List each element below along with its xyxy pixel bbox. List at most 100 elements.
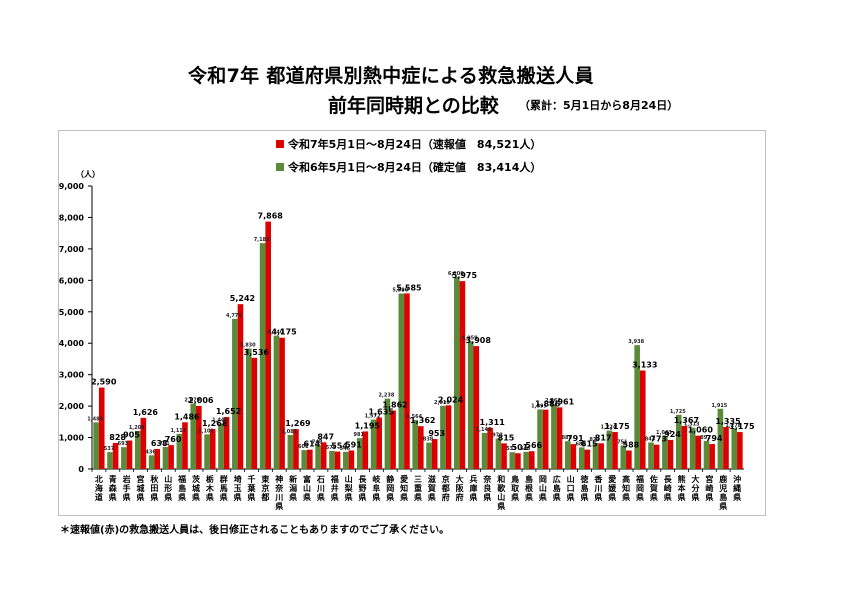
- value-label-2025: 1,362: [410, 416, 435, 425]
- bar-2025: [473, 346, 479, 469]
- bar-2025: [279, 338, 285, 469]
- category-labels: 北海道青森県岩手県宮城県秋田県山形県福島県茨城県栃木県群馬県埼玉県千葉県東京都神…: [95, 474, 741, 511]
- category-label: 茨城県: [192, 474, 200, 502]
- bar-2024: [579, 447, 585, 469]
- category-label: 秋田県: [149, 474, 159, 502]
- category-label: 石川県: [316, 475, 325, 502]
- bar-2025: [307, 450, 313, 469]
- value-label-2025: 817: [595, 433, 612, 442]
- category-label: 山形県: [164, 474, 172, 502]
- category-label: 山口県: [567, 474, 575, 502]
- bar-2025: [265, 222, 271, 469]
- bar-2024: [315, 445, 321, 469]
- bar-2025: [682, 426, 688, 469]
- bar-2025: [349, 450, 355, 469]
- value-label-2024: 7,183: [254, 237, 270, 243]
- bar-2024: [551, 404, 557, 469]
- value-label-2025: 2,006: [188, 396, 214, 405]
- value-label-2025: 5,585: [396, 283, 422, 292]
- bar-2025: [210, 429, 216, 469]
- bar-2024: [523, 452, 529, 469]
- category-label: 鹿児島県: [718, 474, 727, 511]
- bars: [92, 222, 743, 472]
- value-label-2025: 1,486: [174, 412, 200, 421]
- category-label: 新潟県: [288, 474, 297, 502]
- y-tick-label: 5,000: [59, 308, 85, 317]
- legend-label-2025: 令和7年5月1日～8月24日（速報値 84,521人）: [287, 137, 541, 151]
- value-label-2025: 4,175: [271, 328, 297, 337]
- category-label: 広島県: [553, 474, 561, 502]
- bar-2025: [418, 426, 424, 469]
- category-label: 福井県: [330, 474, 339, 502]
- value-label-2025: 815: [498, 433, 515, 442]
- y-axis-unit: （人）: [76, 169, 100, 179]
- bar-2024: [454, 277, 460, 469]
- y-tick-label: 4,000: [59, 339, 85, 348]
- category-label: 三重県: [414, 475, 422, 502]
- bar-2024: [704, 441, 710, 469]
- bar-2025: [737, 432, 743, 469]
- category-label: 千葉県: [247, 474, 257, 502]
- bar-2024: [482, 433, 488, 469]
- y-tick-label: 0: [78, 465, 84, 474]
- value-label-2024: 2,238: [379, 393, 395, 399]
- value-label-2024: 1,081: [281, 429, 297, 435]
- value-label-2025: 5,975: [452, 271, 478, 280]
- bar-2025: [612, 432, 618, 469]
- footnote: ＊速報値(赤)の救急搬送人員は、後日修正されることもありますのでご了承ください。: [60, 521, 449, 536]
- bar-2025: [99, 388, 105, 469]
- bar-2024: [288, 435, 294, 469]
- value-label-2025: 1,652: [216, 407, 241, 416]
- value-label-2025: 2,590: [91, 378, 117, 387]
- value-label-2024: 436: [145, 449, 156, 455]
- bar-2024: [204, 434, 210, 469]
- bar-2024: [648, 442, 654, 469]
- y-tick-label: 9,000: [59, 182, 85, 191]
- bar-2024: [565, 441, 571, 469]
- value-label-2025: 924: [664, 430, 681, 439]
- category-label: 熊本県: [677, 474, 686, 502]
- legend-swatch-2025: [276, 140, 284, 148]
- value-label-2024: 1,102: [198, 428, 214, 434]
- category-label: 奈良県: [482, 474, 492, 502]
- value-label-2024: 4,776: [226, 313, 242, 319]
- bar-2025: [515, 453, 521, 469]
- category-label: 埼玉県: [234, 474, 242, 502]
- bar-2025: [598, 443, 604, 469]
- bar-2024: [731, 429, 737, 469]
- category-label: 長崎県: [664, 475, 673, 502]
- bar-2024: [232, 319, 238, 469]
- value-label-2025: 1,961: [549, 397, 575, 406]
- bar-2024: [246, 349, 252, 469]
- bar-2024: [149, 455, 155, 469]
- bar-2025: [252, 358, 258, 469]
- bar-2024: [218, 424, 224, 469]
- value-label-2025: 1,862: [382, 400, 407, 409]
- category-label: 徳島県: [579, 474, 588, 502]
- bar-2025: [640, 370, 646, 469]
- legend: 令和7年5月1日～8月24日（速報値 84,521人） 令和6年5月1日～8月2…: [276, 137, 541, 174]
- legend-label-2024: 令和6年5月1日～8月24日（確定値 83,414人）: [287, 160, 541, 174]
- category-label: 岡山県: [539, 475, 547, 502]
- y-tick-label: 2,000: [59, 402, 85, 411]
- value-labels: 1,4842,5905378286939051,2081,62643663870…: [87, 212, 755, 456]
- value-label-2025: 5,242: [230, 294, 255, 303]
- category-label: 北海道: [95, 474, 103, 502]
- value-label-2025: 566: [525, 441, 542, 450]
- category-label: 沖縄県: [733, 474, 741, 502]
- category-label: 福島県: [177, 474, 186, 502]
- category-label: 香川県: [593, 474, 603, 502]
- value-label-2024: 3,938: [628, 339, 644, 345]
- legend-swatch-2024: [276, 163, 284, 171]
- value-label-2024: 693: [118, 441, 129, 447]
- category-label: 群馬県: [219, 474, 228, 502]
- category-label: 山梨県: [344, 474, 354, 502]
- bar-2024: [329, 451, 335, 469]
- category-label: 和歌山県: [497, 474, 506, 511]
- value-label-2025: 1,175: [604, 422, 630, 431]
- category-label: 愛媛県: [607, 474, 617, 502]
- category-label: 大阪府: [456, 474, 465, 502]
- y-tick-label: 3,000: [59, 371, 85, 380]
- category-label: 岩手県: [122, 474, 131, 502]
